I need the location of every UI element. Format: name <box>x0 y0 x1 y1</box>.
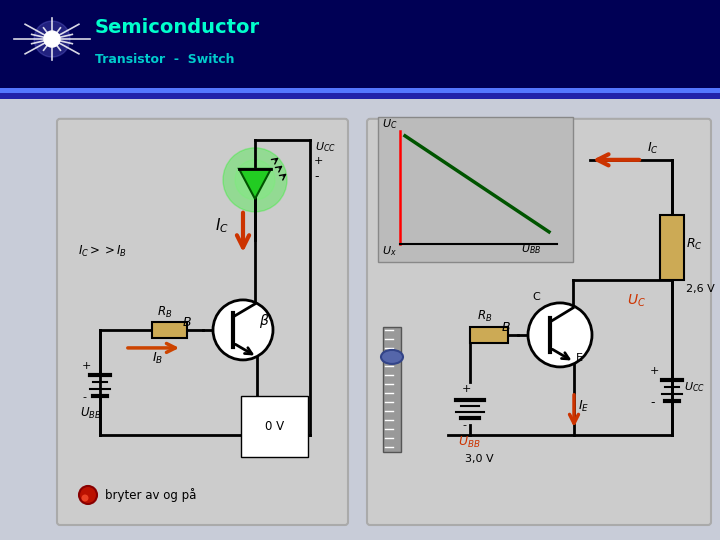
FancyBboxPatch shape <box>367 119 711 525</box>
Text: -: - <box>82 392 86 402</box>
FancyBboxPatch shape <box>57 119 348 525</box>
Text: 3,0 V: 3,0 V <box>465 454 494 464</box>
Bar <box>378 117 573 262</box>
Text: Transistor  -  Switch: Transistor - Switch <box>95 52 235 65</box>
Text: +: + <box>650 366 660 376</box>
Text: $U_C$: $U_C$ <box>627 293 646 309</box>
Circle shape <box>44 31 60 47</box>
Text: $R_B$: $R_B$ <box>157 305 172 320</box>
Text: +: + <box>314 156 323 166</box>
Text: -: - <box>650 396 654 409</box>
Text: $R_C$: $R_C$ <box>686 237 703 252</box>
Text: $I_C$: $I_C$ <box>647 141 659 156</box>
Polygon shape <box>239 169 271 199</box>
Circle shape <box>223 148 287 212</box>
Bar <box>470 327 508 343</box>
Text: -: - <box>462 420 466 430</box>
Bar <box>152 322 187 338</box>
Text: +: + <box>462 384 472 394</box>
Circle shape <box>79 486 97 504</box>
Text: $R_B$: $R_B$ <box>477 309 492 324</box>
Text: $U_{CC}$: $U_{CC}$ <box>684 380 705 394</box>
Bar <box>660 215 684 280</box>
Ellipse shape <box>381 350 403 364</box>
Circle shape <box>528 303 592 367</box>
Text: 0 V: 0 V <box>265 420 284 433</box>
Circle shape <box>213 300 273 360</box>
Text: $\beta$: $\beta$ <box>259 312 269 330</box>
Text: B: B <box>183 316 192 329</box>
Text: $I_C >> I_B$: $I_C >> I_B$ <box>78 244 127 259</box>
Text: $I_E$: $I_E$ <box>578 399 589 414</box>
Text: $U_{CC}$: $U_{CC}$ <box>315 140 336 154</box>
Text: $U_{BB}$: $U_{BB}$ <box>80 406 102 421</box>
Circle shape <box>34 21 70 57</box>
Text: $I_B$: $I_B$ <box>152 351 163 366</box>
Text: bryter av og på: bryter av og på <box>105 488 197 502</box>
Text: Semiconductor: Semiconductor <box>95 17 260 37</box>
Text: +: + <box>82 361 91 371</box>
Text: C: C <box>532 292 540 302</box>
Text: $U_{BB}$: $U_{BB}$ <box>521 242 541 255</box>
Text: $U_C$: $U_C$ <box>382 117 397 131</box>
Circle shape <box>235 160 275 200</box>
Bar <box>383 327 401 452</box>
Bar <box>0 88 720 93</box>
Text: 2,6 V: 2,6 V <box>686 284 715 294</box>
Text: -: - <box>314 170 318 183</box>
Text: E: E <box>576 353 583 363</box>
Text: $U_x$: $U_x$ <box>382 244 397 258</box>
Circle shape <box>81 495 89 502</box>
Text: $U_{BB}$: $U_{BB}$ <box>458 435 481 450</box>
Text: $I_C$: $I_C$ <box>215 216 229 234</box>
Text: B: B <box>502 321 510 334</box>
